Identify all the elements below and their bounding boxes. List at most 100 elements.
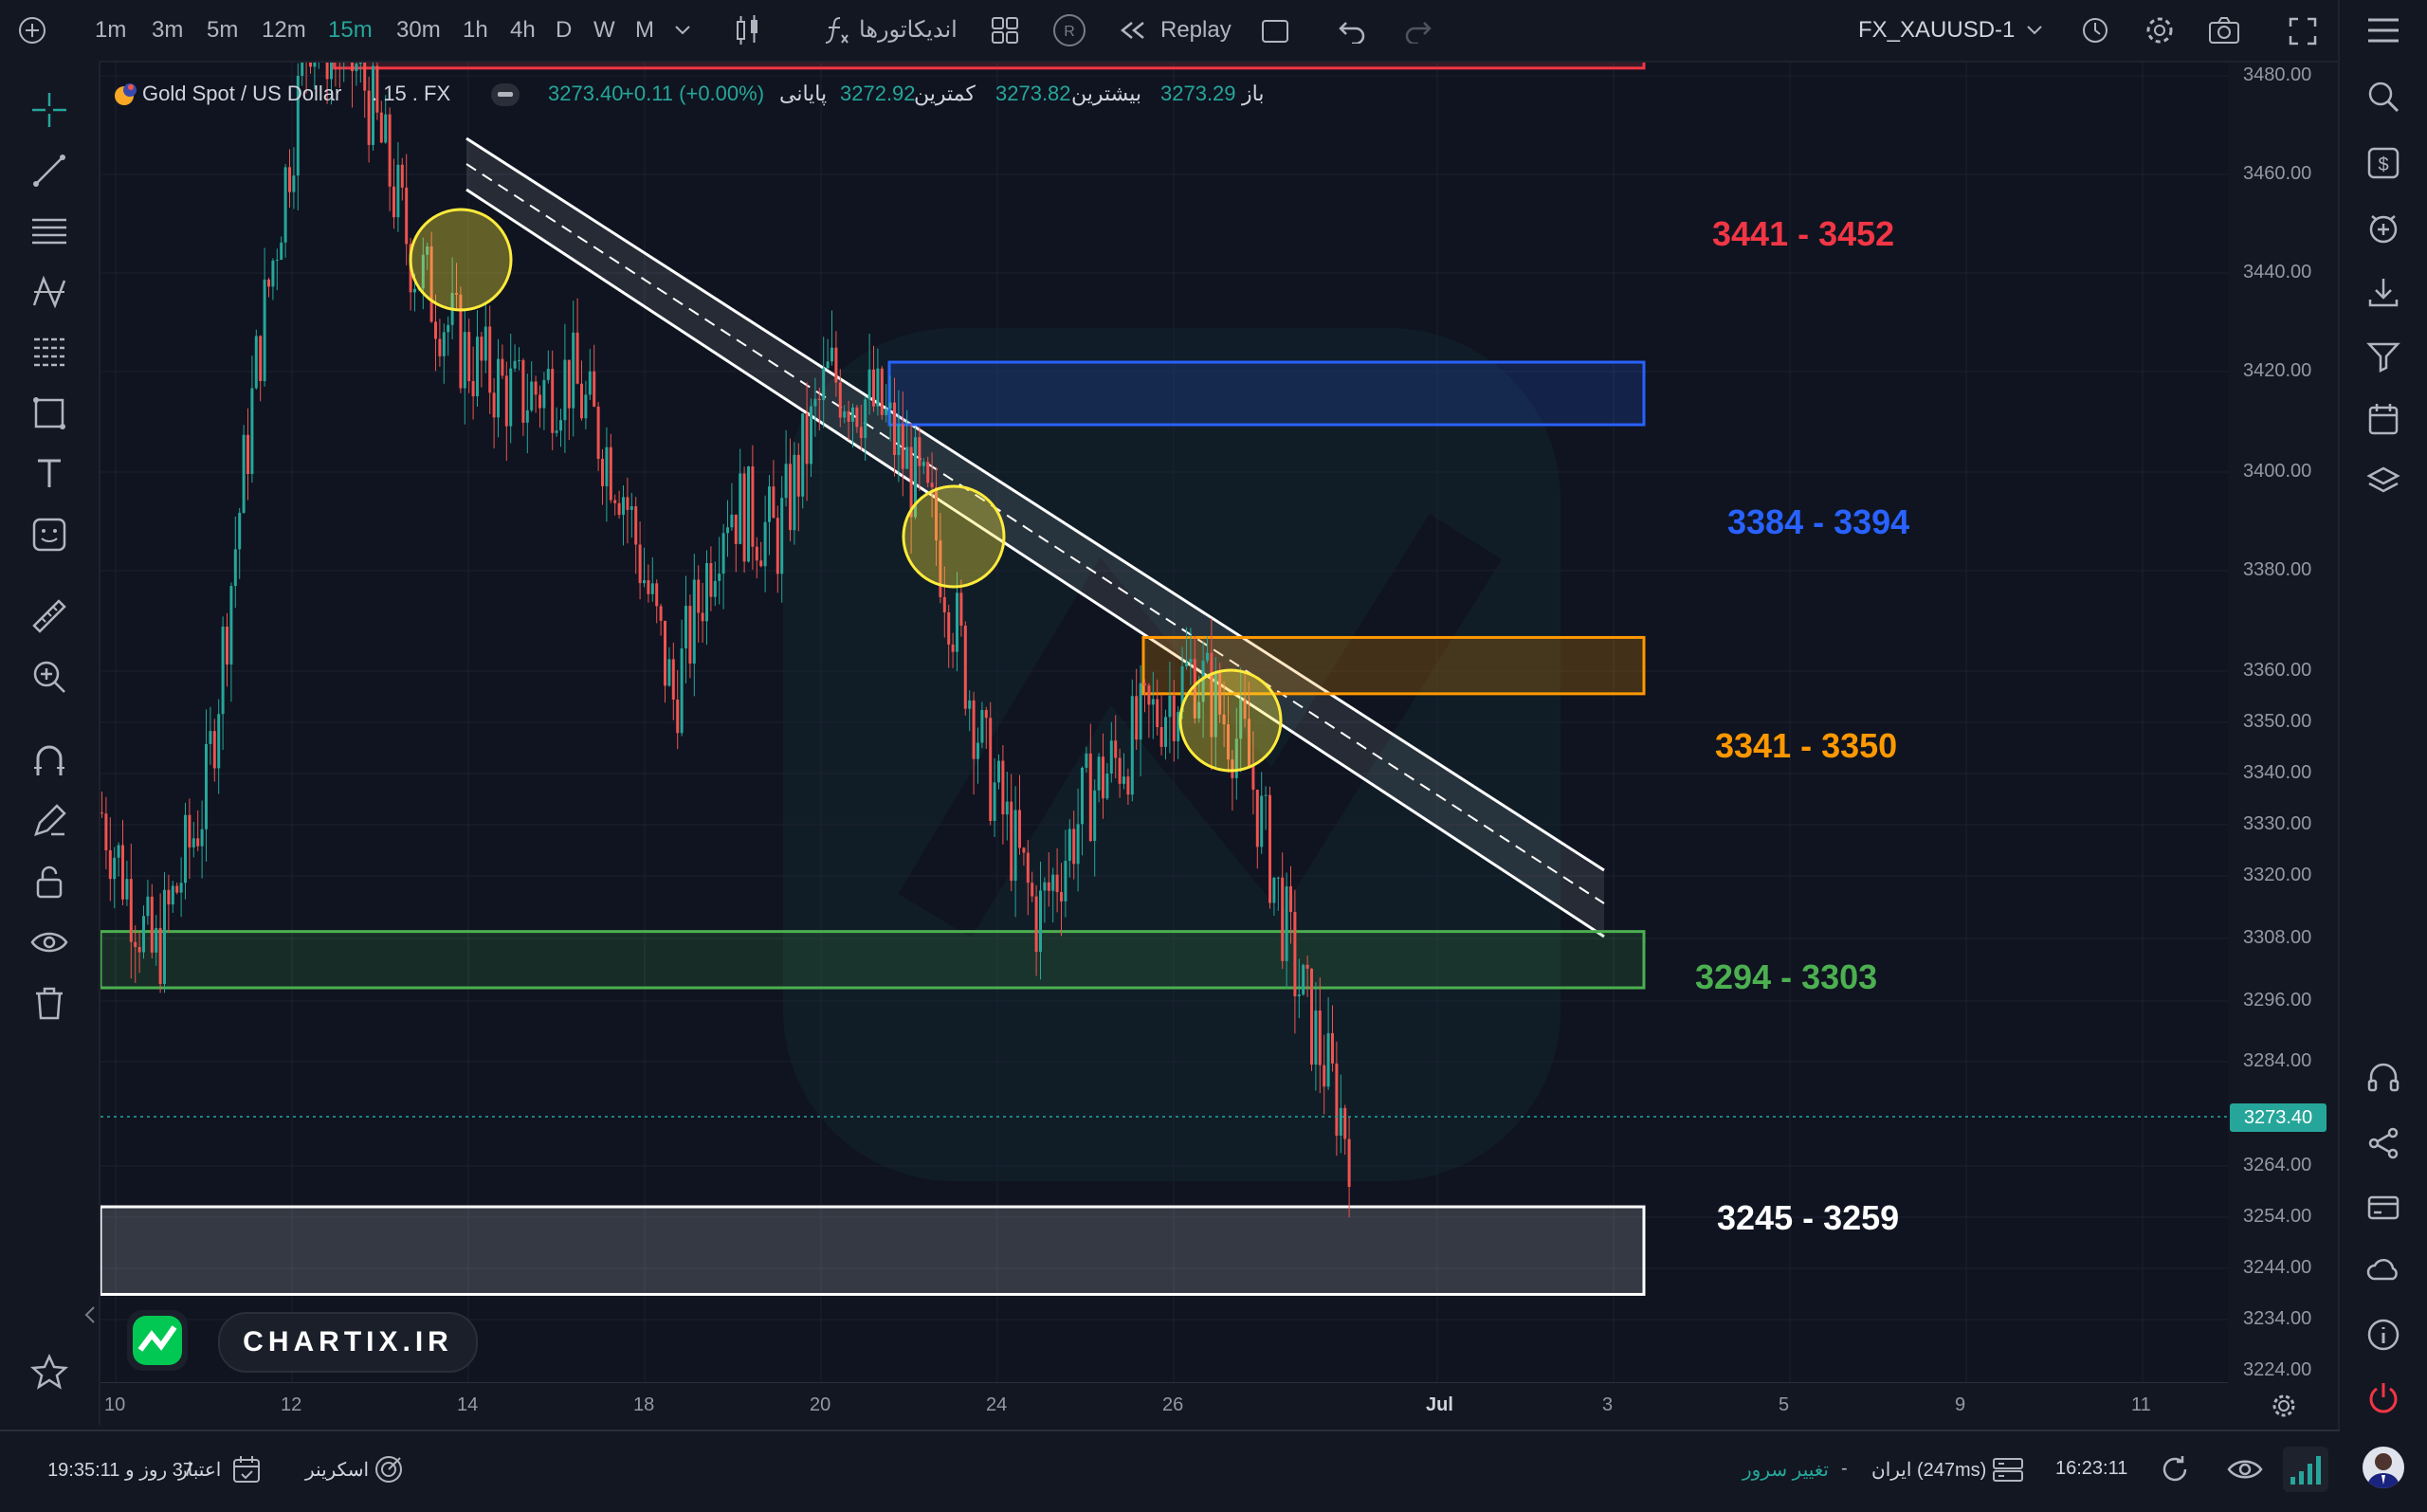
download-icon[interactable] [2364,273,2402,311]
screener-label[interactable]: اسکرینر [305,1460,370,1481]
chevron-down-icon[interactable] [671,19,694,42]
calendar-check-icon[interactable] [229,1452,264,1486]
candle-body [363,63,367,91]
power-icon[interactable] [2364,1378,2402,1416]
layout-icon[interactable] [1259,15,1291,47]
timeframe-4h[interactable]: 4h [510,17,536,43]
replay-badge[interactable]: R [1052,13,1086,47]
symbol-selector[interactable]: FX_XAUUSD-1 [1858,17,2016,43]
price-tick: 3440.00 [2243,262,2312,282]
market-status-icon[interactable] [491,83,520,106]
server-change-link[interactable]: تغییر سرور [1743,1460,1829,1481]
magnet-icon[interactable] [28,739,70,781]
server-icon[interactable] [1991,1454,2025,1485]
timeframe-M[interactable]: M [635,17,654,43]
trend-line-icon[interactable] [28,150,70,191]
fib-retracement-icon[interactable] [28,332,70,373]
zone-box[interactable] [1141,635,1646,696]
fullscreen-icon[interactable] [2287,15,2319,47]
timeframe-30m[interactable]: 30m [396,17,441,43]
refresh-icon[interactable] [2158,1452,2192,1486]
candle-body [212,731,216,769]
horizontal-lines-icon[interactable] [28,210,70,252]
price-zones[interactable] [100,63,1646,1296]
chart-pane[interactable]: 3441 - 3452 3384 - 3394 3341 - 3350 3294… [100,63,2228,1382]
eye-icon[interactable] [28,921,70,963]
candle-body [375,65,379,113]
timeframe-12m[interactable]: 12m [262,17,306,43]
layers-icon[interactable] [2364,463,2402,501]
zone-box[interactable] [100,1205,1646,1296]
gold-symbol-icon [112,80,140,108]
rewind-icon[interactable] [1119,17,1147,44]
text-icon[interactable] [28,453,70,495]
lock-icon[interactable] [28,861,70,902]
axis-settings-icon[interactable] [2268,1390,2300,1422]
support-headset-icon[interactable] [2364,1060,2402,1098]
radar-icon[interactable] [372,1452,406,1486]
avatar[interactable] [2363,1447,2404,1488]
time-axis[interactable]: 10 12 14 18 20 24 26 Jul 3 5 9 11 [100,1382,2228,1429]
open-value: 3273.29 [1160,82,1236,105]
zone-box[interactable] [887,360,1646,427]
descending-channel[interactable] [465,137,1605,938]
timeframe-1h[interactable]: 1h [463,17,488,43]
signal-strength-icon[interactable] [2283,1447,2328,1492]
chevron-down-icon[interactable] [2023,19,2046,42]
timeframe-5m[interactable]: 5m [207,17,239,43]
function-icon[interactable] [821,13,853,47]
pattern-icon[interactable] [28,271,70,313]
timeframe-D[interactable]: D [556,17,573,43]
trash-icon[interactable] [28,982,70,1024]
calendar-icon[interactable] [2364,400,2402,438]
payment-card-icon[interactable] [2364,1189,2402,1227]
visibility-eye-icon[interactable] [2226,1452,2264,1486]
timeframe-1m[interactable]: 1m [95,17,127,43]
time-tick: 12 [281,1394,302,1415]
redo-icon[interactable] [1401,15,1433,47]
collapse-chevron-icon[interactable] [82,1301,99,1329]
add-alert-icon[interactable] [2364,209,2402,246]
filter-icon[interactable] [2364,337,2402,375]
candle-body [876,368,880,407]
timeframe-W[interactable]: W [593,17,615,43]
zoom-in-icon[interactable] [28,656,70,698]
replay-button[interactable]: Replay [1160,17,1232,43]
indicators-button[interactable]: اندیکاتورها [859,17,958,43]
ruler-icon[interactable] [28,595,70,637]
candle-type-icon[interactable] [732,13,764,47]
symbol-name[interactable]: Gold Spot / US Dollar [142,82,342,105]
search-icon[interactable] [2364,78,2402,116]
info-icon[interactable] [2364,1316,2402,1354]
crosshair-icon[interactable] [28,89,70,131]
alert-icon[interactable] [2078,13,2112,47]
favorites-star-icon[interactable] [28,1352,70,1394]
current-price-badge: 3273.40 [2230,1103,2327,1132]
sticker-icon[interactable] [28,514,70,556]
candle-body [434,321,437,339]
candle-body [267,279,270,287]
undo-icon[interactable] [1337,15,1369,47]
timeframe-3m[interactable]: 3m [152,17,184,43]
menu-icon[interactable] [2364,11,2402,49]
templates-icon[interactable] [990,15,1020,46]
candle-body [459,294,463,389]
draw-mode-icon[interactable] [28,800,70,842]
candle-body [1193,659,1196,719]
candle-body [1206,652,1209,661]
share-icon[interactable] [2364,1124,2402,1162]
price-axis[interactable]: 3480.00 3460.00 3440.00 3420.00 3400.00 3380.… [2228,63,2338,1382]
timeframe-15m[interactable]: 15m [328,17,373,43]
cloud-icon[interactable] [2364,1251,2402,1289]
camera-icon[interactable] [2207,13,2241,47]
rectangle-icon[interactable] [28,392,70,434]
candle-body [1039,890,1042,953]
touch-circles[interactable] [409,208,1283,773]
dollar-icon[interactable]: $ [2364,144,2402,182]
zone-box[interactable] [332,63,1646,70]
candle-body [242,434,246,513]
settings-gear-icon[interactable] [2143,13,2177,47]
add-icon[interactable] [17,15,47,46]
candle-body [997,760,1000,783]
zone-box[interactable] [100,930,1646,990]
